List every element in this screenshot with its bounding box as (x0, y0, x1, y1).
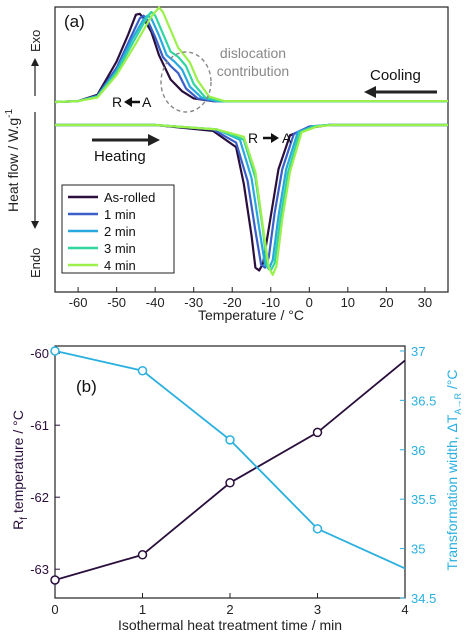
panel-b-x-label: Isothermal heat treatment time / min (118, 617, 342, 633)
panel-a-x-tick-label: 0 (306, 295, 313, 310)
panel-a-x-label: Temperature / °C (198, 307, 304, 323)
panel-b-ticks: 0 1 2 3 4 -60 -61 -62 -63 37 36.5 36 35.5 35 34.5 (30, 344, 436, 617)
panel-a-x-tick-label: -50 (107, 295, 126, 310)
panel-a-x-tick-label: -30 (184, 295, 203, 310)
panel-a-frame (54, 6, 449, 293)
cooling-r-label: R (112, 94, 122, 110)
panel-b-x-tick-label: 4 (401, 602, 408, 617)
dislocation-circle (160, 51, 212, 113)
series-point (225, 478, 235, 488)
panel-a-curves (54, 6, 448, 276)
width-axis-tick-label: 36.5 (411, 393, 436, 408)
endo-label: Endo (28, 248, 43, 278)
panel-b: (b) 0 1 2 3 4-60-61-62-633736.53635.53534.5 … (10, 344, 463, 633)
panel-a-x-tick-label: 30 (418, 295, 432, 310)
width-axis-tick-label: 35.5 (411, 492, 436, 507)
width-axis-tick-label: 37 (411, 344, 425, 359)
panel-a-x-tick-label: 10 (341, 295, 355, 310)
series-point (137, 550, 148, 560)
panel-b-x-tick-label: 2 (226, 602, 233, 617)
exo-label: Exo (28, 30, 43, 52)
legend-entry: 1 min (104, 207, 136, 222)
heating-label: Heating (94, 148, 146, 165)
width-axis-tick-label: 34.5 (411, 591, 436, 606)
cooling-curve-3 (54, 10, 448, 104)
panel-a-x-tick-label: -10 (261, 295, 280, 310)
series-point (312, 524, 323, 534)
cooling-curve-1 (54, 14, 448, 104)
legend-entry: 3 min (104, 241, 136, 256)
panel-a-x-ticks: -60 -50 -40 -30 -20 -10 0 10 20 30 (69, 287, 432, 310)
panel-b-x-tick-label: 0 (51, 602, 58, 617)
panel-a-x-tick-label: -60 (69, 295, 88, 310)
heating-curve-4 (55, 123, 448, 276)
panel-b-curves (50, 346, 406, 585)
panel-a-label: (a) (64, 12, 85, 31)
dislocation-annotation-line2: contribution (217, 63, 289, 79)
series-point (225, 435, 235, 445)
panel-a-x-tick-label: 20 (379, 295, 393, 310)
rf-axis-tick-label: -62 (30, 490, 49, 505)
endo-arrow-head (31, 221, 39, 229)
cooling-r-a-arrow-head (124, 97, 132, 107)
width-axis-label: Transformation width, ΔTA→R /°C (444, 370, 463, 571)
heating-a-label: A (282, 130, 292, 146)
series-point (137, 365, 148, 376)
legend-entry: 4 min (104, 258, 136, 273)
series-line-0 (54, 359, 406, 581)
legend: As-rolled 1 min 2 min 3 min 4 min (61, 184, 175, 274)
panel-a-x-tick-label: -20 (223, 295, 242, 310)
series-line-1 (54, 350, 406, 570)
width-axis-tick-label: 36 (411, 443, 425, 458)
rf-axis-tick-label: -60 (30, 346, 49, 361)
panel-a-x-tick-label: -40 (146, 295, 165, 310)
cooling-curve-4 (54, 6, 448, 104)
panel-b-x-tick-label: 1 (139, 602, 146, 617)
panel-b-label: (b) (76, 377, 97, 396)
panel-b-x-tick-label: 3 (314, 602, 321, 617)
heating-r-label: R (248, 130, 258, 146)
rf-axis-label: Rf temperature / °C (10, 410, 30, 530)
heating-r-a-arrow-head (271, 133, 279, 143)
exo-arrow-head (31, 58, 39, 66)
legend-box (61, 184, 175, 274)
cooling-a-label: A (142, 94, 152, 110)
rf-axis-tick-label: -63 (30, 562, 49, 577)
heating-arrow-head (148, 134, 160, 146)
heat-flow-label: Heat flow / W.g-1 (4, 109, 21, 212)
width-axis-tick-label: 35 (411, 542, 425, 557)
legend-entry: 2 min (104, 224, 136, 239)
series-point (50, 575, 60, 585)
cooling-label: Cooling (370, 67, 421, 84)
series-point (50, 346, 60, 356)
rf-axis-tick-label: -61 (30, 418, 49, 433)
legend-entry: As-rolled (104, 190, 155, 205)
series-point (312, 427, 323, 438)
dislocation-annotation-line1: dislocation (220, 45, 286, 61)
panel-a: -60 -50 -40 -30 -20 -10 0 10 20 30 (a) dislocatio… (4, 6, 449, 323)
cooling-arrow-head (364, 86, 376, 98)
panel-b-frame (54, 345, 406, 599)
